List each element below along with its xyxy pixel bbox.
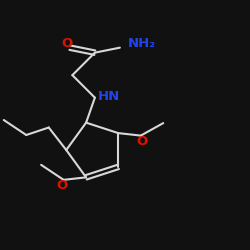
Text: NH₂: NH₂ xyxy=(127,38,156,51)
Text: O: O xyxy=(136,134,148,147)
Text: HN: HN xyxy=(97,90,120,103)
Text: O: O xyxy=(57,179,68,192)
Text: O: O xyxy=(62,38,73,51)
